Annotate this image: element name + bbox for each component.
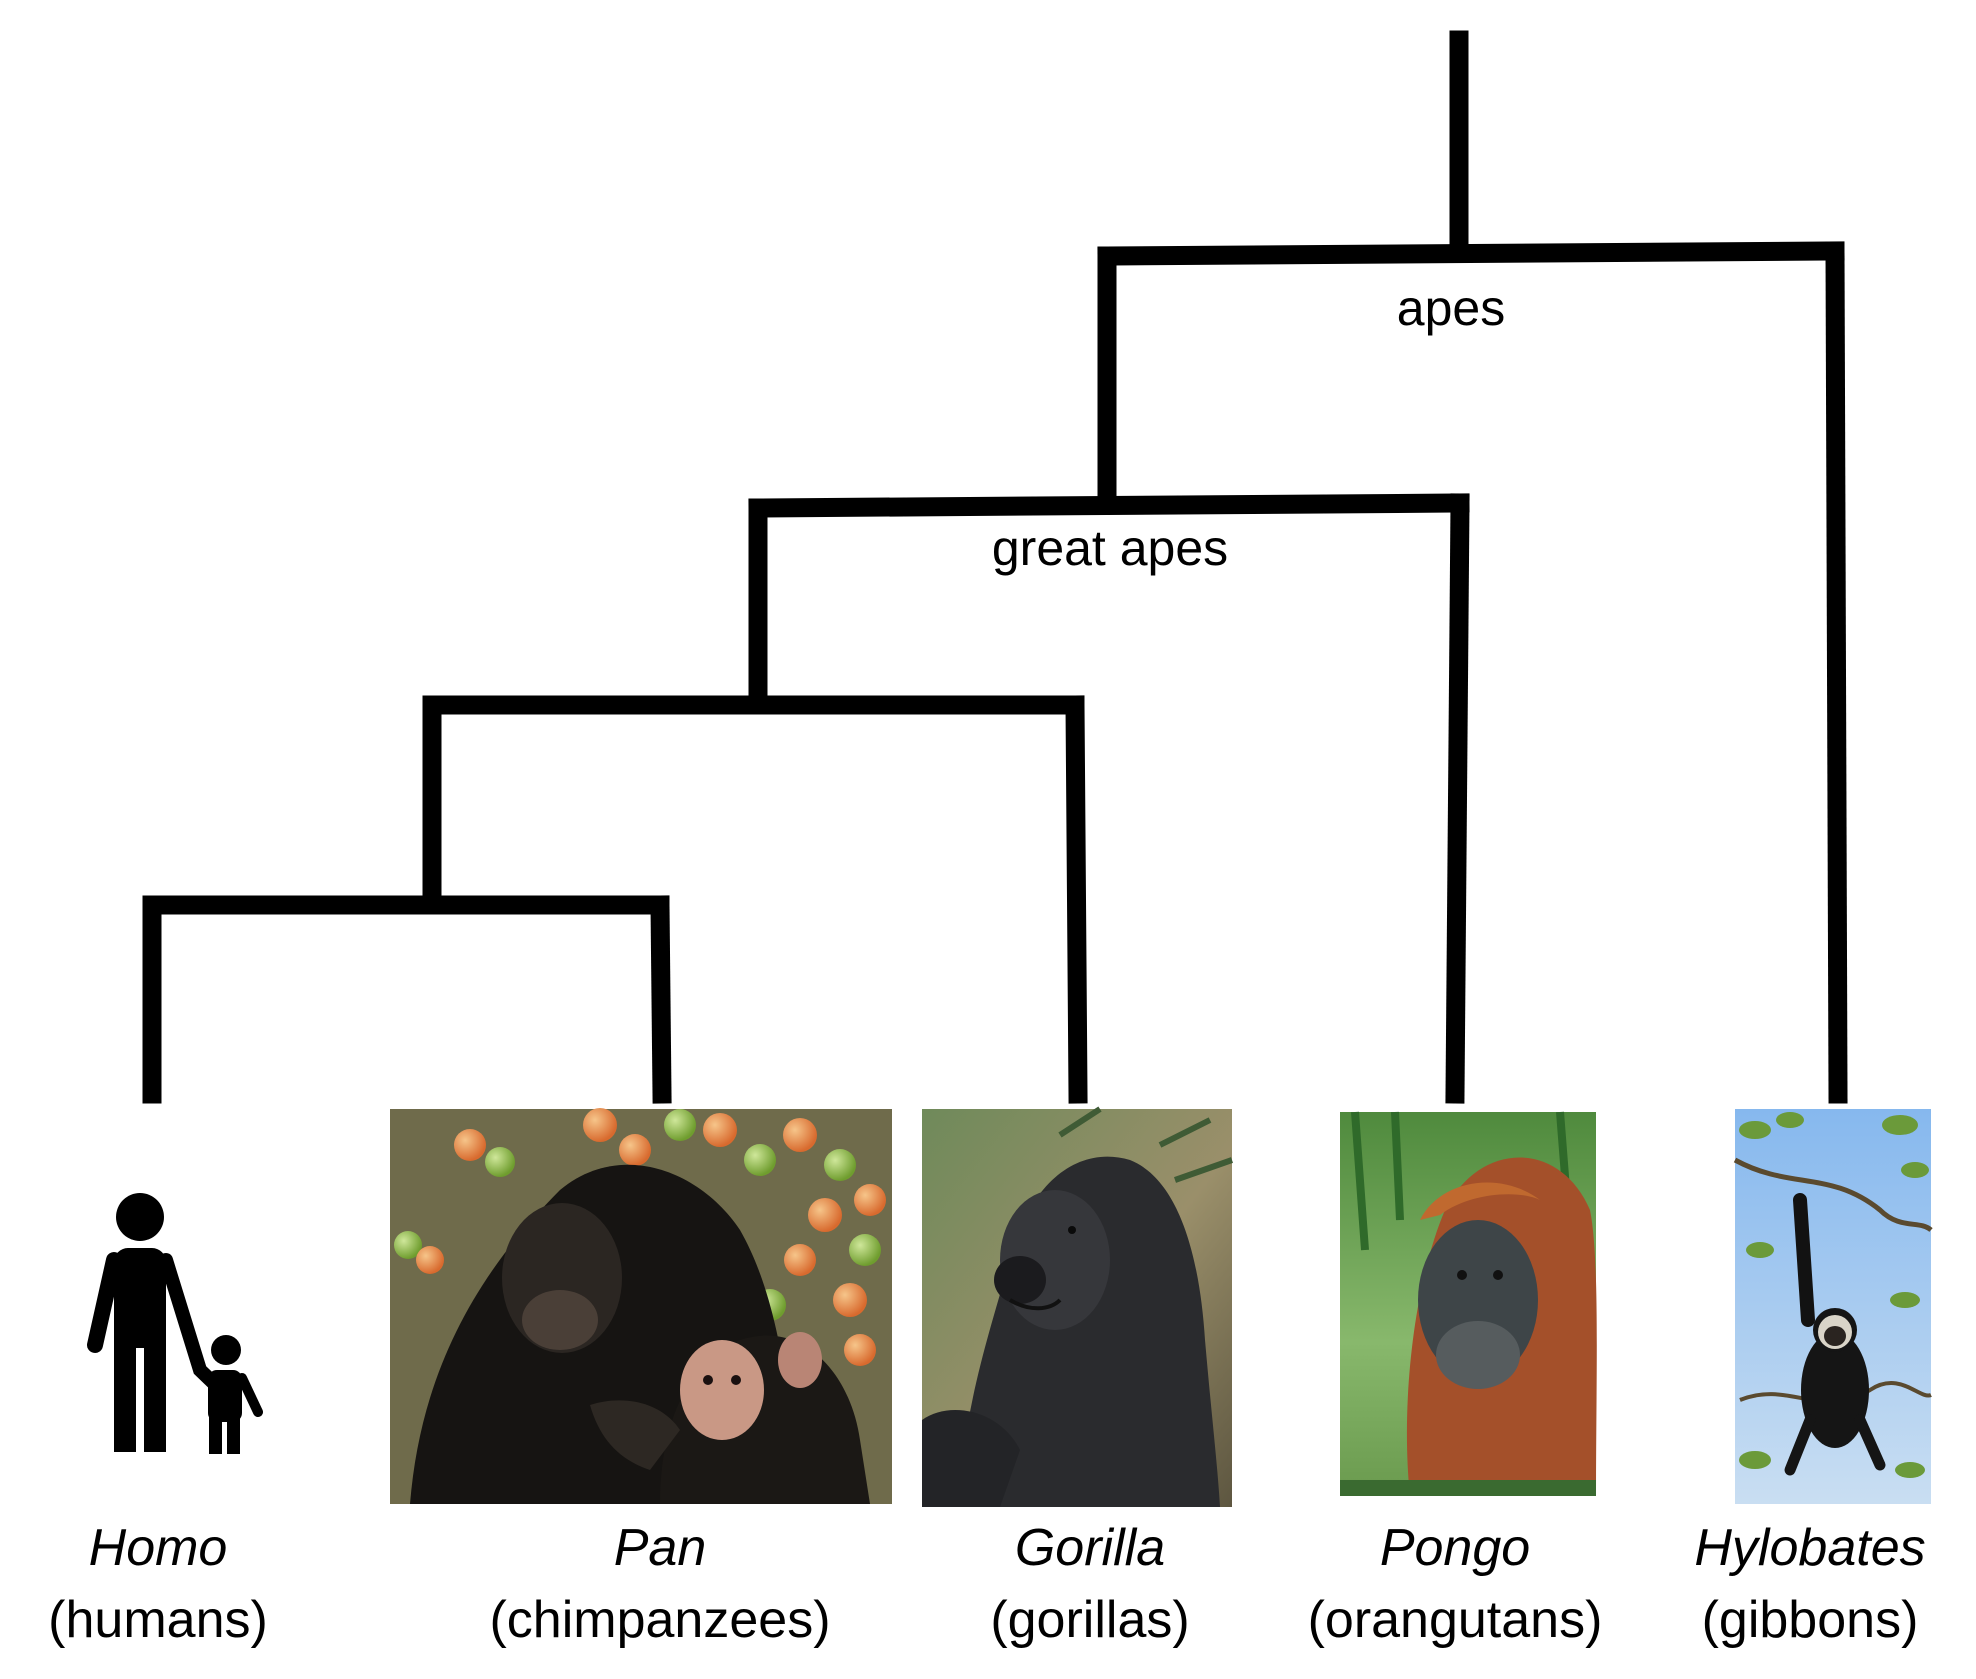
common-name-humans: (humans) [48,1591,268,1649]
genus-label-hylobates: Hylobates [1694,1519,1925,1577]
common-name-chimpanzees: (chimpanzees) [489,1591,830,1649]
chimpanzee-photo [390,1108,892,1504]
tree-branches [142,30,1848,1104]
genus-label-pongo: Pongo [1380,1519,1530,1577]
apes-crossbar [1097,241,1845,266]
gorilla-photo [922,1106,1233,1507]
taxon-labels: Homo (humans) Pan (chimpanzees) Gorilla … [48,1519,1925,1649]
orangutan-photo [1340,1111,1597,1496]
great-apes-crossbar [748,493,1470,518]
common-name-gibbons: (gibbons) [1702,1591,1919,1649]
gibbon-photo [1733,1109,1933,1504]
genus-label-homo: Homo [89,1519,228,1577]
common-name-orangutans: (orangutans) [1308,1591,1603,1649]
pan-branch [650,895,672,1104]
human-parent-child-icon [87,1193,263,1454]
genus-label-pan: Pan [614,1519,707,1577]
genus-label-gorilla: Gorilla [1015,1519,1165,1577]
gorilla-branch [1065,695,1088,1104]
common-name-gorillas: (gorillas) [990,1591,1189,1649]
clade-label-apes: apes [1397,280,1505,336]
pongo-branch [1445,493,1470,1104]
hylobates-branch [1825,241,1848,1104]
clade-label-great-apes: great apes [992,520,1228,576]
